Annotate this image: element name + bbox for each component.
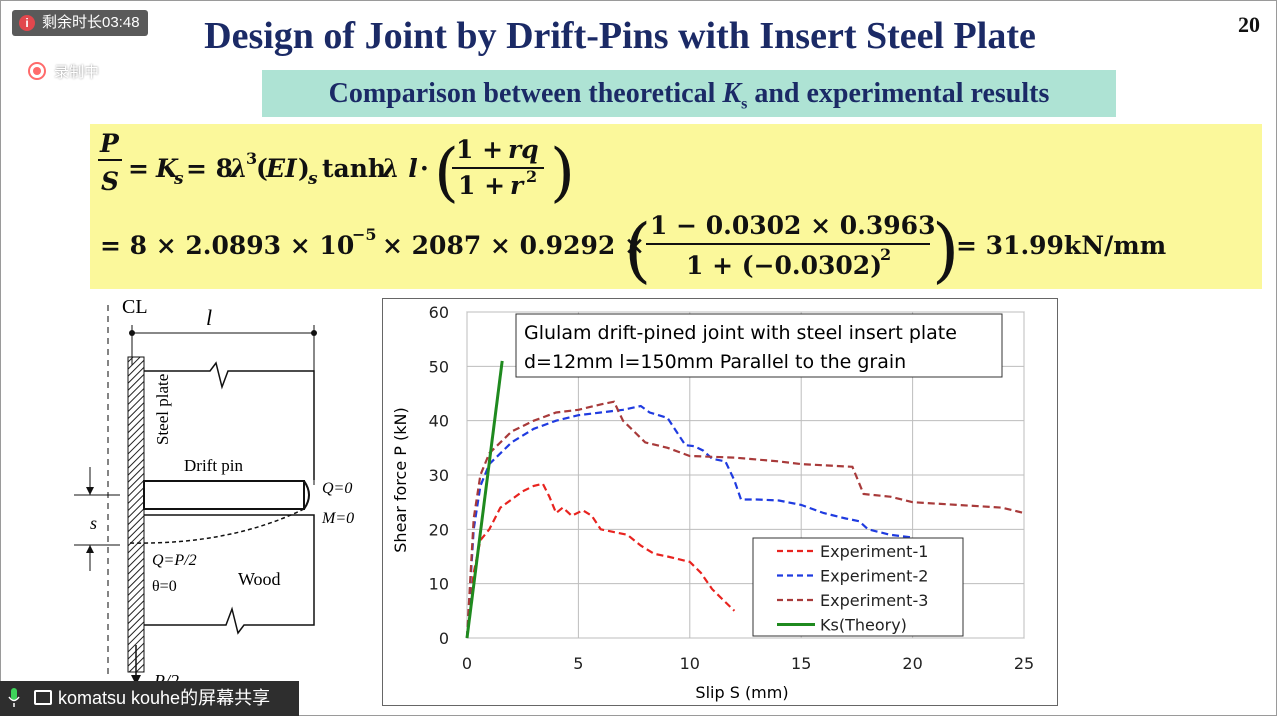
y-tick-label: 50 xyxy=(429,357,449,376)
chart-xlabel: Slip S (mm) xyxy=(695,683,788,702)
svg-text:(: ( xyxy=(256,154,268,183)
subtitle-sub: s xyxy=(741,95,748,113)
screen-share-bar[interactable]: komatsu kouhe的屏幕共享 xyxy=(0,681,299,716)
slide-title: Design of Joint by Drift-Pins with Inser… xyxy=(204,15,1036,57)
diagram-theta: θ=0 xyxy=(152,578,177,595)
svg-text:2: 2 xyxy=(526,167,537,186)
x-tick-label: 20 xyxy=(902,654,922,673)
series-line-experiment-2 xyxy=(465,404,913,639)
formula-den2: 1 + (−0.0302) xyxy=(686,251,882,280)
recording-indicator[interactable]: 录制中 xyxy=(28,61,99,82)
svg-text:=: = xyxy=(128,154,149,183)
formula-line2-exp: −5 xyxy=(352,225,377,244)
joint-diagram-svg: CL l Steel plate Drift pin Q=0 M=0 s Q=P… xyxy=(74,296,354,691)
svg-text:1 +: 1 + xyxy=(458,171,505,200)
svg-text:λ: λ xyxy=(229,154,248,183)
x-tick-label: 10 xyxy=(680,654,700,673)
svg-text:·: · xyxy=(420,154,429,183)
legend-label: Experiment-3 xyxy=(820,591,928,610)
y-tick-label: 10 xyxy=(429,575,449,594)
joint-diagram: CL l Steel plate Drift pin Q=0 M=0 s Q=P… xyxy=(60,295,380,691)
svg-text:= 8: = 8 xyxy=(186,154,233,183)
subtitle-post: and experimental results xyxy=(747,78,1050,109)
y-tick-label: 60 xyxy=(429,303,449,322)
svg-text:): ) xyxy=(298,154,310,183)
y-tick-label: 0 xyxy=(439,629,449,648)
formula-box: P S = K s = 8 λ 3 ( EI ) s tanh λ l · ( … xyxy=(90,124,1262,291)
legend-label: Experiment-1 xyxy=(820,542,928,561)
formula-result: = 31.99kN/mm xyxy=(956,231,1166,260)
y-tick-label: 20 xyxy=(429,520,449,539)
formula-line2-mid: × 2087 × 0.9292 × xyxy=(382,231,645,260)
chart-title-line1: Glulam drift-pined joint with steel inse… xyxy=(524,322,957,344)
subtitle-var: K xyxy=(722,78,742,109)
diagram-s: s xyxy=(90,513,97,533)
slide-subtitle: Comparison between theoretical Ks and ex… xyxy=(262,70,1116,117)
svg-text:3: 3 xyxy=(246,149,257,168)
svg-text:1 +: 1 + xyxy=(456,135,503,164)
timer-text: 剩余时长03:48 xyxy=(42,14,140,31)
svg-text:r: r xyxy=(510,171,525,200)
microphone-icon[interactable] xyxy=(8,688,20,708)
svg-text:rq: rq xyxy=(508,135,539,164)
shear-slip-chart: 0 10 20 30 40 50 60 0 5 10 15 20 25 Slip S (mm) Shea… xyxy=(382,298,1058,706)
diagram-drift-pin: Drift pin xyxy=(184,456,244,475)
svg-text:EI: EI xyxy=(265,154,298,183)
svg-text:(: ( xyxy=(624,209,651,289)
svg-text:λ l: λ l xyxy=(381,154,418,183)
diagram-cl: CL xyxy=(122,296,148,318)
record-icon xyxy=(28,62,46,80)
sharer-label: komatsu kouhe的屏幕共享 xyxy=(58,688,271,708)
svg-text:(: ( xyxy=(434,136,459,210)
diagram-q0: Q=0 xyxy=(322,480,352,497)
svg-text:tanh: tanh xyxy=(322,154,386,183)
formula-svg: P S = K s = 8 λ 3 ( EI ) s tanh λ l · ( … xyxy=(98,129,1166,291)
svg-text:2: 2 xyxy=(880,245,891,264)
svg-text:K: K xyxy=(155,154,179,183)
legend-box xyxy=(752,537,964,637)
svg-text:S: S xyxy=(101,167,119,196)
subtitle-pre: Comparison between theoretical xyxy=(328,78,723,109)
x-tick-label: 5 xyxy=(573,654,583,673)
svg-text:): ) xyxy=(932,209,959,289)
recording-text: 录制中 xyxy=(54,64,100,81)
diagram-wood: Wood xyxy=(238,569,281,589)
svg-text:): ) xyxy=(550,136,575,210)
diagram-steel-plate: Steel plate xyxy=(153,374,172,445)
svg-text:s: s xyxy=(173,169,184,189)
legend-label: Experiment-2 xyxy=(820,567,928,586)
chart-ylabel: Shear force P (kN) xyxy=(391,407,410,552)
series-line-ks-theory- xyxy=(465,360,504,639)
svg-text:P: P xyxy=(99,129,120,158)
series-line-experiment-3 xyxy=(465,400,1025,639)
formula-line2-prefix: = 8 × 2.0893 × 10 xyxy=(100,231,354,260)
chart-title-line2: d=12mm l=150mm Parallel to the grain xyxy=(524,351,906,373)
y-tick-label: 30 xyxy=(429,466,449,485)
formula-num2: 1 − 0.0302 × 0.3963 xyxy=(650,211,935,240)
slide-number: 20 xyxy=(1238,12,1260,37)
info-icon: i xyxy=(19,15,35,31)
x-tick-label: 0 xyxy=(462,654,472,673)
chart-svg: 0 10 20 30 40 50 60 0 5 10 15 20 25 Slip S (mm) Shea… xyxy=(382,298,1058,706)
timer-badge: i 剩余时长03:48 xyxy=(12,10,148,36)
screen-share-icon xyxy=(34,690,52,705)
svg-text:s: s xyxy=(307,169,318,189)
diagram-m0: M=0 xyxy=(321,510,354,527)
y-tick-label: 40 xyxy=(429,412,449,431)
legend-label: Ks(Theory) xyxy=(820,616,907,635)
x-tick-label: 15 xyxy=(791,654,811,673)
diagram-q-half: Q=P/2 xyxy=(152,552,197,569)
diagram-length: l xyxy=(206,305,212,330)
x-tick-label: 25 xyxy=(1014,654,1034,673)
